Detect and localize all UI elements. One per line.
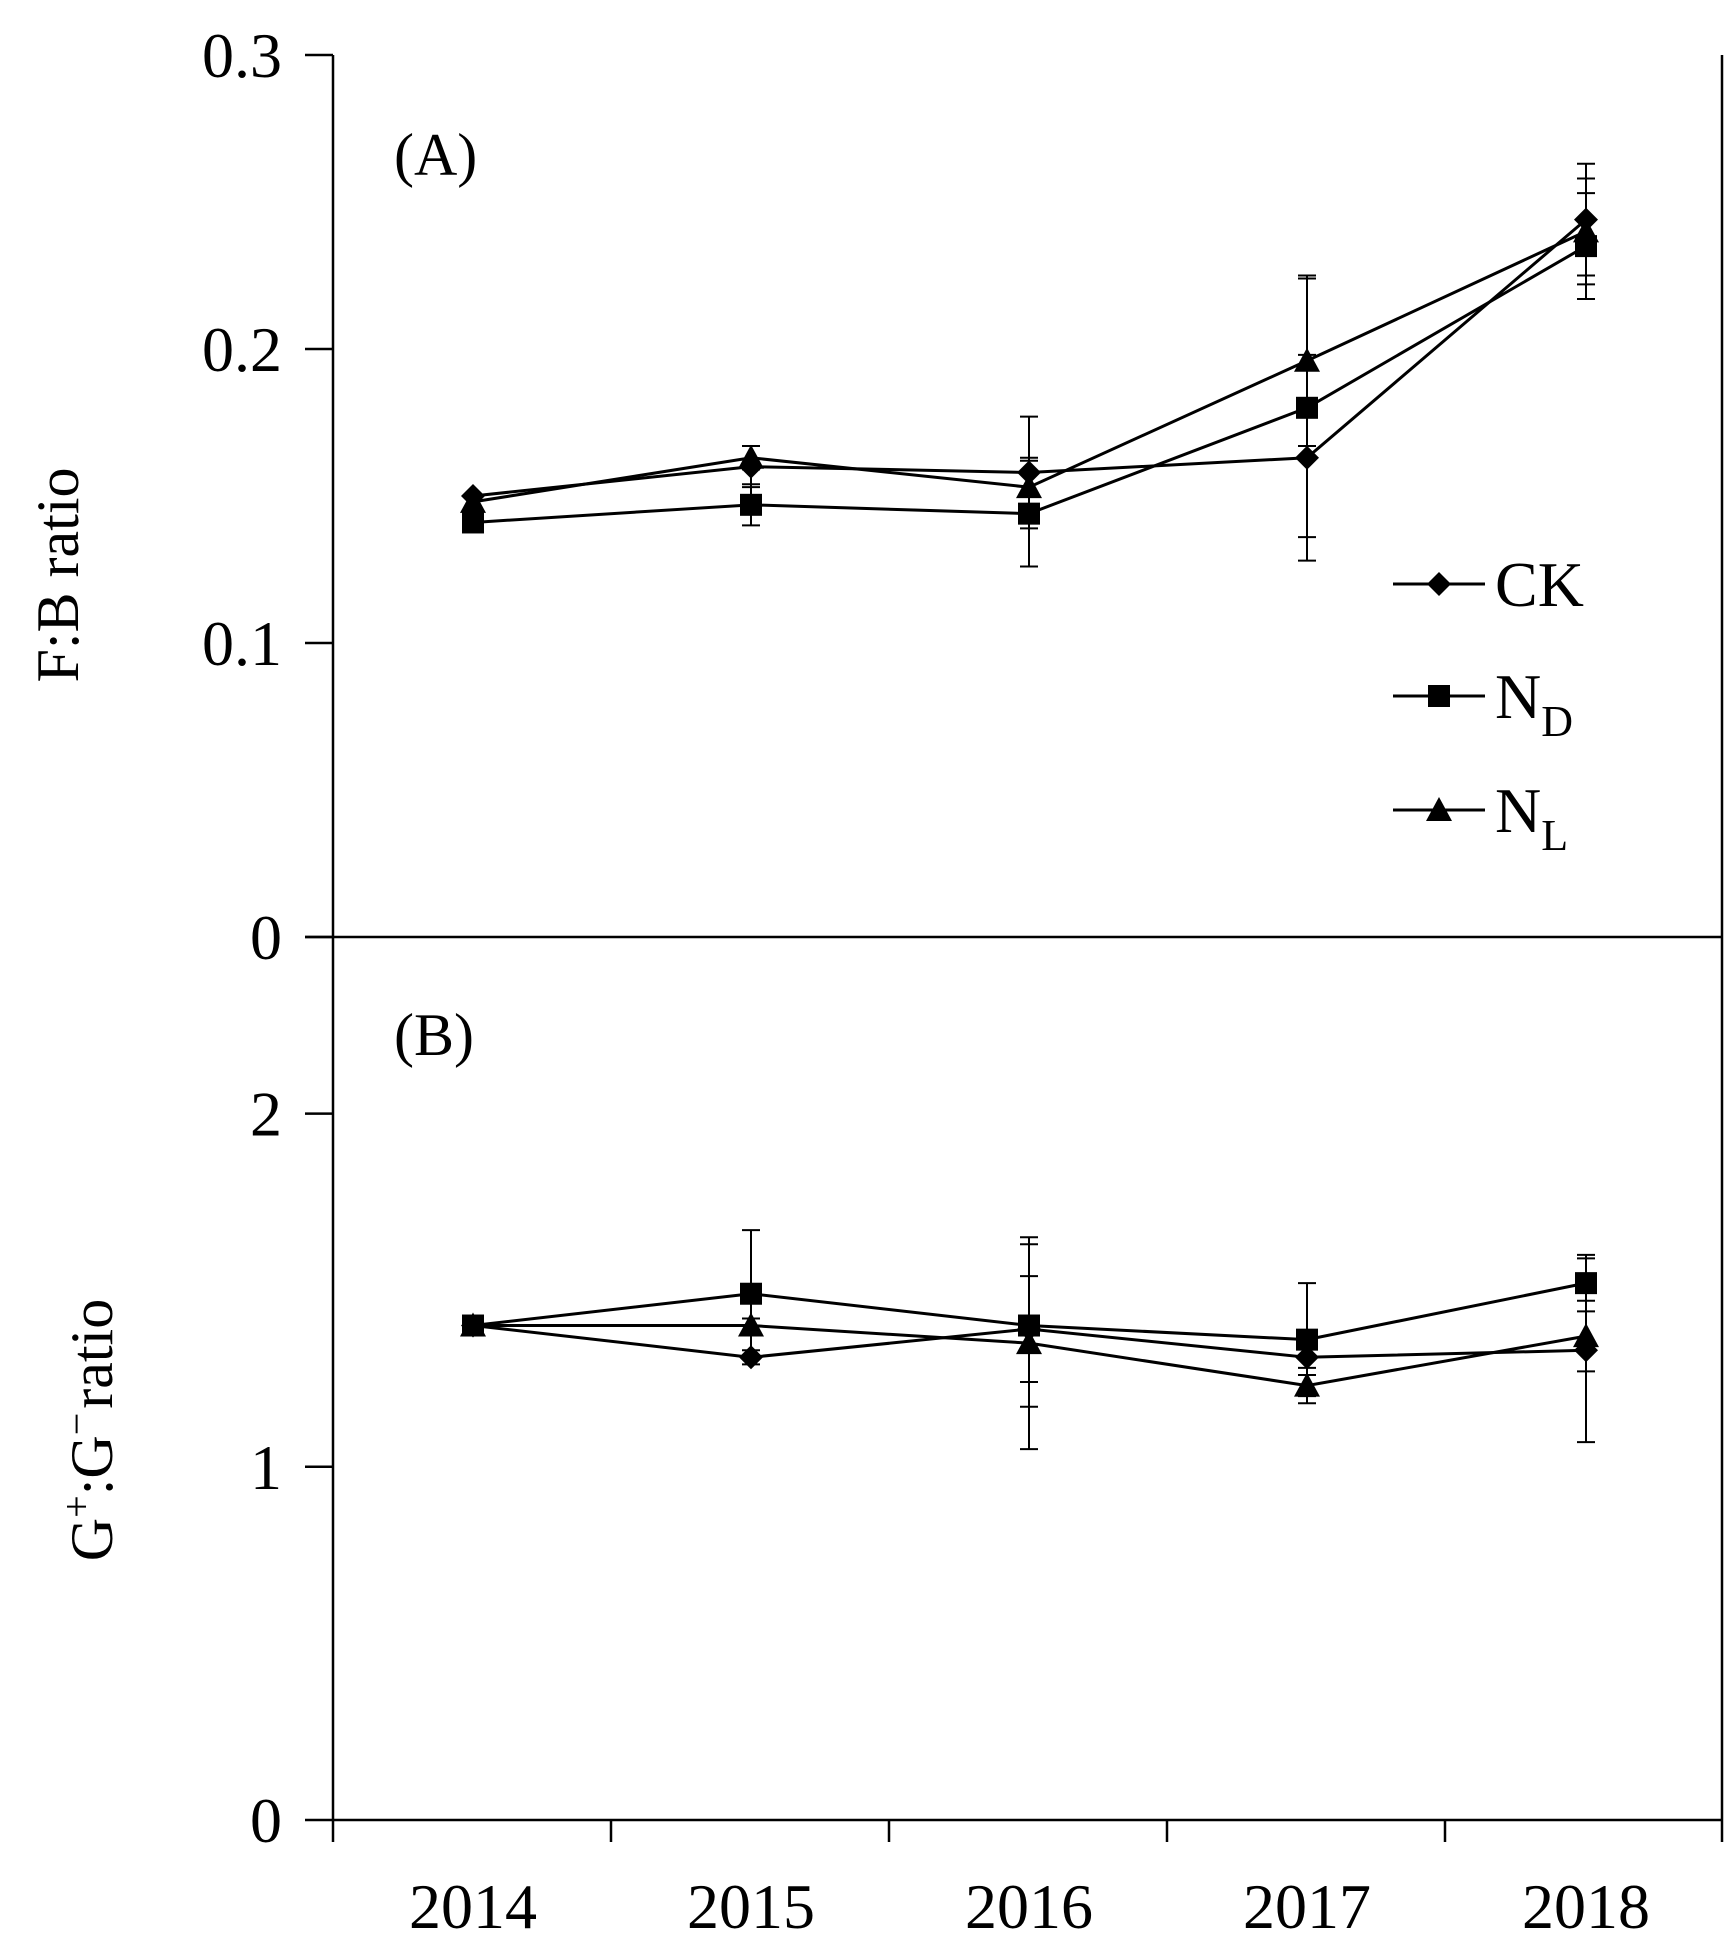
point-a-nl-2014 [460, 488, 486, 513]
x-tick-label-2014: 2014 [409, 1871, 537, 1942]
axes-frame [305, 55, 1724, 1822]
panel-a-series [460, 162, 1599, 568]
panel-b-label: (B) [394, 1002, 474, 1068]
y-tick-label-b-1: 1 [250, 1432, 282, 1503]
x-tick-label-2016: 2016 [965, 1871, 1093, 1942]
point-a-nl-2015 [738, 444, 764, 469]
legend-label-nl: NL [1495, 775, 1568, 860]
y-tick-label-a-0: 0 [250, 902, 282, 973]
point-b-nd-2017 [1296, 1328, 1318, 1351]
point-a-nd-2015 [740, 493, 762, 516]
point-b-nl-2017 [1294, 1372, 1320, 1397]
point-a-nl-2017 [1294, 347, 1320, 372]
x-tick-label-2018: 2018 [1522, 1871, 1650, 1942]
panel-b-y-axis-label: G+:G−ratio [54, 1299, 125, 1561]
point-a-nl-2016 [1016, 474, 1042, 499]
y-tick-label-a-0.1: 0.1 [202, 608, 282, 679]
panel-a-y-ticks: 0 0.1 0.2 0.3 [202, 20, 333, 973]
point-b-nl-2016 [1016, 1330, 1042, 1355]
panel-a-label: (A) [394, 122, 477, 188]
legend-label-nd: ND [1495, 661, 1573, 746]
point-b-nl-2018 [1573, 1323, 1599, 1348]
legend-label-ck: CK [1495, 549, 1584, 620]
point-b-nl-2014 [460, 1312, 486, 1337]
y-tick-label-b-0: 0 [250, 1785, 282, 1856]
y-tick-label-b-2: 2 [250, 1079, 282, 1150]
panel-b: (B) G+:G−ratio 0 1 2 [54, 1002, 1599, 1856]
x-axis: 2014 2015 2016 2017 2018 [331, 1820, 1724, 1942]
point-a-nl-2018 [1573, 218, 1599, 243]
y-tick-label-a-0.3: 0.3 [202, 20, 282, 91]
panel-a-y-axis-label: F:B ratio [25, 467, 91, 682]
x-tick-label-2017: 2017 [1243, 1871, 1371, 1942]
point-a-nd-2014 [462, 511, 484, 534]
legend-marker-nl [1426, 797, 1452, 821]
panel-b-y-ticks: 0 1 2 [250, 1079, 333, 1856]
point-b-nd-2015 [740, 1282, 762, 1305]
panel-a: (A) F:B ratio 0 0.1 0.2 0.3 [25, 20, 1599, 973]
x-tick-label-2015: 2015 [687, 1871, 815, 1942]
legend: CK ND NL [1393, 549, 1584, 860]
point-b-nd-2018 [1575, 1272, 1597, 1295]
legend-marker-nd [1428, 685, 1450, 707]
legend-marker-ck [1427, 572, 1451, 596]
y-tick-label-a-0.2: 0.2 [202, 314, 282, 385]
point-b-nl-2015 [738, 1312, 764, 1337]
panel-b-series [460, 1229, 1599, 1451]
